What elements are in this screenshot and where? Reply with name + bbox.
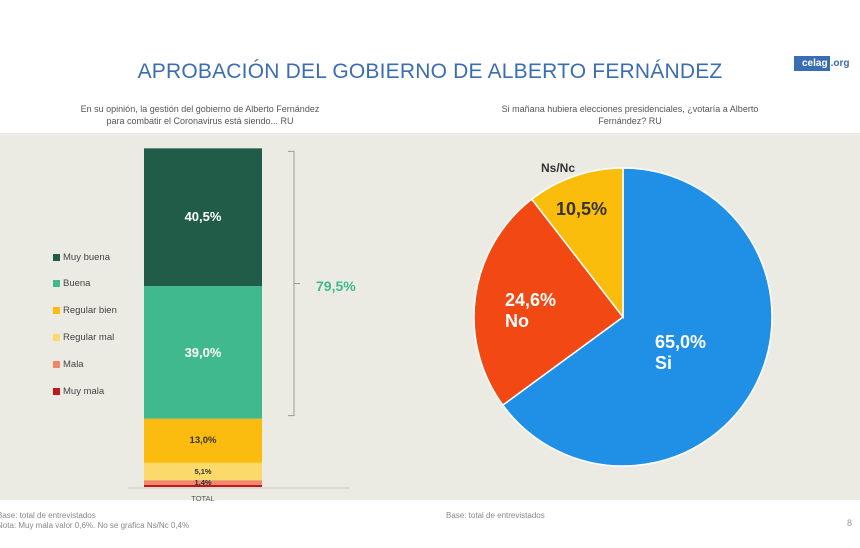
legend-item-regular-mal: Regular mal (53, 331, 114, 343)
pie-slice-si (501, 167, 773, 467)
bar-segment-buena (144, 286, 262, 419)
legend-item-buena: Buena (53, 278, 90, 290)
bar-label-mala: 1,4% (194, 478, 212, 488)
legend-label: Regular mal (63, 331, 115, 343)
x-axis-label: TOTAL (191, 494, 215, 503)
bracket-line (288, 150, 300, 417)
bar-label-regular-bien: 13,0% (189, 435, 217, 447)
left-question: En su opinión, la gestión del gobierno d… (40, 104, 360, 127)
bar-label-muy-buena: 40,5% (184, 209, 222, 225)
pie-value: 10,5% (556, 199, 608, 219)
pie-slice-ns-nc (530, 167, 624, 320)
legend-swatch (53, 253, 60, 261)
pie-slice-no (473, 198, 625, 407)
bar-segment-mala (144, 480, 262, 485)
legend-swatch (53, 280, 60, 288)
celag-logo: celag .org (794, 55, 849, 72)
pie-category: No (505, 311, 529, 331)
legend-item-mala: Mala (53, 358, 84, 370)
page-title: APROBACIÓN DEL GOBIERNO DE ALBERTO FERNÁ… (137, 60, 723, 83)
logo-suffix: .org (830, 58, 850, 69)
bar-label-buena: 39,0% (184, 344, 222, 360)
legend-label: Buena (63, 278, 91, 290)
right-question: Si mañana hubiera elecciones presidencia… (460, 104, 800, 127)
legend-swatch (53, 333, 60, 341)
legend-swatch (53, 387, 60, 395)
page-number: 8 (847, 518, 853, 528)
right-footnote: Base: total de entrevistados (446, 511, 545, 520)
legend-label: Muy mala (63, 385, 105, 397)
logo-text: celag (794, 56, 830, 71)
left-question-line1: En su opinión, la gestión del gobierno d… (80, 104, 320, 114)
legend-item-muy-buena: Muy buena (53, 251, 110, 263)
pie-label-ns-nc: 10,5% (556, 199, 607, 220)
right-question-line2: Fernández? RU (598, 115, 662, 126)
pie-value: 24,6% (505, 290, 557, 310)
left-footnote-line2: Nota: Muy mala valor 0,6%. No se grafica… (0, 521, 190, 530)
legend-swatch (53, 307, 60, 315)
legend-swatch (53, 360, 60, 368)
bracket-total-label: 79,5% (316, 278, 356, 294)
bar-segment-regular-bien (144, 418, 262, 463)
pie-category-ns-nc: Ns/Nc (541, 161, 576, 175)
legend-label: Regular bien (63, 305, 117, 317)
pie-category: Si (655, 353, 673, 373)
right-question-line1: Si mañana hubiera elecciones presidencia… (501, 104, 759, 114)
legend-item-regular-bien: Regular bien (53, 305, 117, 317)
left-footnote: Base: total de entrevistados Nota: Muy m… (0, 511, 189, 531)
bar-segment-muy-buena (144, 148, 262, 287)
bar-segment-muy-mala (144, 484, 262, 487)
bar-label-regular-mal: 5,1% (194, 467, 212, 477)
pie-label-si: 65,0% Si (655, 332, 706, 374)
pie-value: 65,0% (655, 332, 707, 352)
left-footnote-line1: Base: total de entrevistados (0, 511, 96, 520)
legend-label: Mala (63, 358, 84, 370)
left-question-line2: para combatir el Coronavirus está siendo… (106, 115, 294, 126)
bar-segment-regular-mal (144, 462, 262, 481)
legend-item-muy-mala: Muy mala (53, 385, 104, 397)
pie-label-no: 24,6% No (505, 290, 556, 332)
legend-label: Muy buena (63, 251, 111, 263)
